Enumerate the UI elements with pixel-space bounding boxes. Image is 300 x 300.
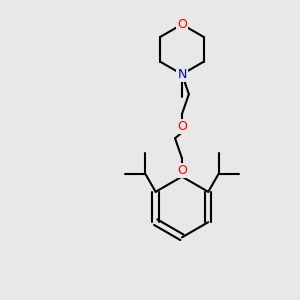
Text: O: O xyxy=(177,120,187,133)
Text: N: N xyxy=(177,68,187,81)
Text: O: O xyxy=(177,18,187,31)
Text: O: O xyxy=(177,164,187,177)
